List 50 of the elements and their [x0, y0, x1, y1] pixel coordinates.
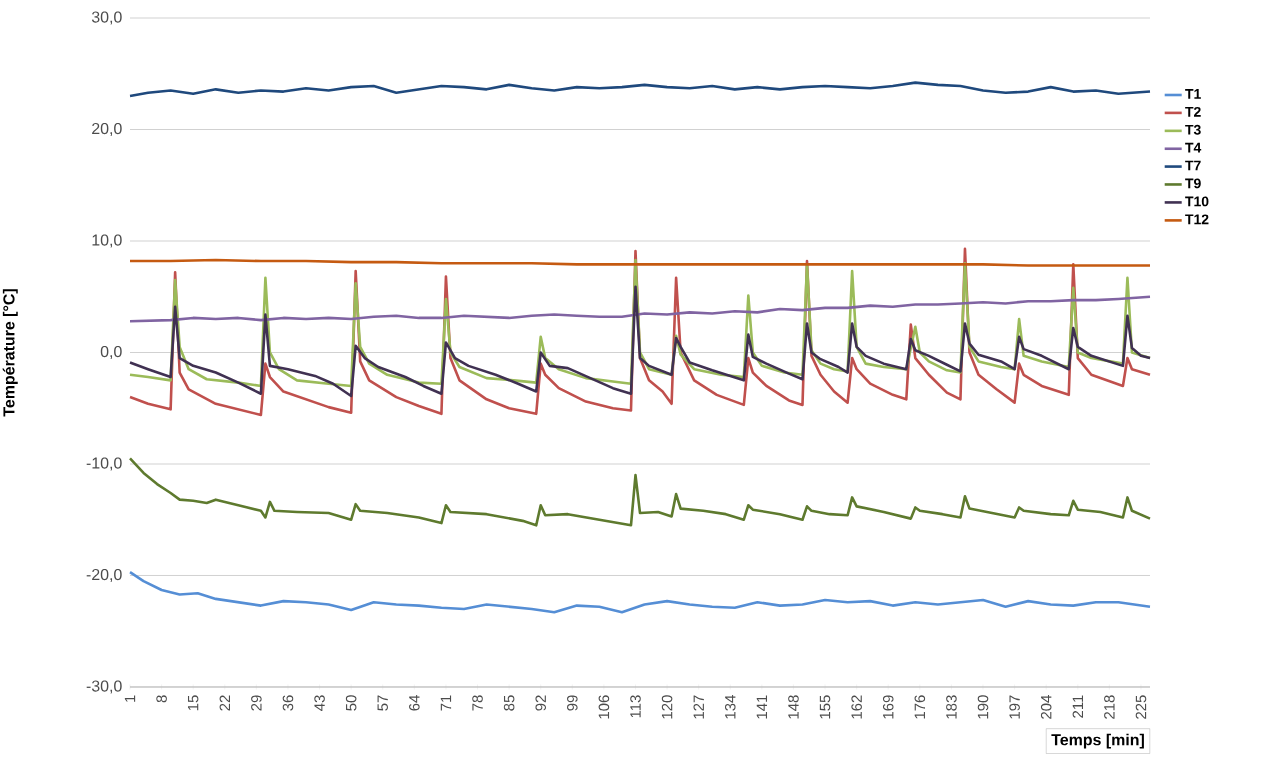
x-tick-label: 43	[314, 695, 325, 711]
y-tick-label: 10,0	[92, 234, 122, 248]
x-tick-label: 15	[187, 695, 199, 711]
x-tick-label: 78	[472, 695, 483, 711]
x-tick-label: 64	[409, 695, 420, 711]
legend-label: T4	[1185, 142, 1202, 153]
legend-label: T10	[1185, 196, 1209, 207]
y-tick-label: -20,0	[86, 568, 122, 583]
x-tick-label: 57	[377, 695, 388, 711]
y-tick-label: 20,0	[92, 122, 122, 137]
x-tick-label: 218	[1104, 695, 1115, 719]
x-tick-label: 127	[693, 695, 704, 719]
x-tick-label: 141	[756, 695, 768, 719]
x-tick-label: 36	[282, 695, 294, 711]
legend-label: T1	[1185, 89, 1201, 99]
x-tick-label: 120	[661, 695, 673, 719]
x-tick-label: 148	[788, 695, 799, 719]
x-tick-label: 1	[124, 695, 136, 702]
x-tick-label: 106	[598, 695, 610, 719]
x-tick-label: 169	[882, 695, 894, 719]
legend-label: T9	[1185, 178, 1201, 189]
x-tick-label: 22	[219, 695, 230, 711]
x-tick-label: 92	[535, 695, 546, 711]
x-axis-title: Temps [min]	[1051, 733, 1144, 749]
y-tick-label: -30,0	[86, 680, 122, 694]
y-tick-label: 0,0	[100, 345, 122, 360]
x-tick-label: 113	[630, 695, 641, 718]
x-tick-label: 99	[567, 695, 578, 711]
x-tick-label: 225	[1135, 695, 1147, 719]
legend-label: T12	[1185, 214, 1209, 225]
x-tick-label: 71	[440, 695, 452, 711]
y-tick-label: -10,0	[86, 457, 122, 471]
legend-label: T7	[1185, 160, 1201, 171]
x-tick-label: 176	[914, 695, 926, 719]
x-tick-label: 50	[345, 695, 357, 711]
x-tick-label: 134	[724, 695, 736, 719]
x-tick-label: 211	[1072, 695, 1084, 718]
legend-label: T2	[1185, 106, 1201, 117]
legend-label: T3	[1185, 124, 1201, 135]
x-tick-label: 162	[851, 695, 862, 719]
x-tick-label: 155	[819, 695, 831, 719]
x-tick-label: 183	[946, 695, 957, 719]
x-tick-label: 197	[1009, 695, 1020, 719]
x-tick-label: 85	[503, 695, 515, 711]
y-tick-label: 30,0	[91, 11, 122, 25]
x-tick-label: 190	[977, 695, 989, 719]
x-tick-label: 8	[156, 695, 167, 703]
x-tick-label: 29	[251, 695, 262, 711]
x-tick-label: 204	[1040, 695, 1052, 719]
y-axis-title: Température [°C]	[2, 289, 18, 417]
